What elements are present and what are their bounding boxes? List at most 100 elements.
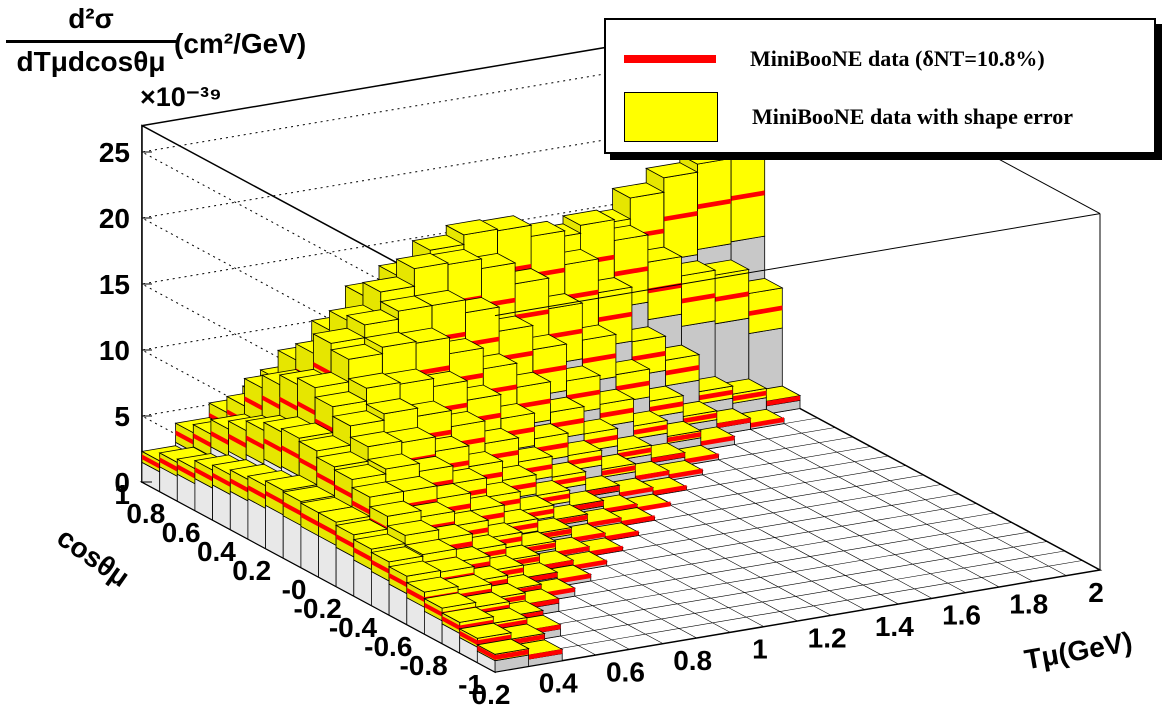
data-value-line — [699, 389, 733, 401]
data-value-line — [614, 266, 648, 277]
data-value-line — [568, 455, 602, 466]
data-value-line — [621, 515, 655, 526]
shape-error-top — [347, 372, 402, 389]
cos-tick-label: 0.6 — [162, 517, 201, 548]
data-value-line — [515, 309, 549, 320]
shape-error-top — [280, 422, 335, 439]
shape-error-top — [361, 276, 416, 293]
floor-gridline — [477, 560, 1083, 663]
data-value-line — [477, 634, 511, 646]
data-value-line — [750, 417, 784, 428]
x-axis-title: Tμ(GeV) — [1022, 626, 1135, 675]
data-value-line-side — [313, 362, 332, 377]
shape-error-top — [363, 331, 418, 348]
shape-error-top — [444, 219, 499, 236]
data-value-line — [584, 434, 618, 446]
x-tick-label: 1.6 — [942, 600, 981, 631]
data-value-line — [548, 328, 583, 339]
y-tick-label: 20 — [99, 203, 130, 234]
data-value-line — [633, 424, 668, 435]
data-value-line — [573, 559, 607, 570]
x-tick-label: 1.4 — [875, 611, 914, 642]
z-axis-title: cosθμ — [52, 521, 136, 593]
x-tick-label: 0.6 — [606, 656, 645, 687]
data-value-line — [731, 190, 765, 201]
data-value-line — [564, 289, 599, 301]
data-value-line-side — [353, 547, 372, 562]
legend: MiniBooNE data (δNT=10.8%) MiniBooNE dat… — [604, 18, 1156, 154]
data-value-line — [683, 412, 717, 424]
data-value-line — [615, 380, 650, 391]
x-tick-label: 1.2 — [808, 622, 847, 653]
data-value-line — [663, 211, 698, 222]
data-value-line — [637, 501, 671, 512]
data-value-line — [649, 401, 684, 412]
cos-tick-label: -0 — [282, 574, 307, 605]
shape-error-top — [349, 431, 403, 448]
y-axis-label-numerator: d²σ — [68, 3, 114, 34]
data-value-line-side — [228, 433, 247, 449]
data-value-line — [697, 198, 731, 210]
shape-error-top — [365, 398, 419, 415]
data-value-line — [766, 395, 800, 406]
data-value-line — [619, 486, 653, 498]
shape-error-top — [281, 485, 336, 502]
shape-error-top — [561, 209, 616, 226]
data-value-line — [534, 442, 568, 453]
data-value-line-side — [244, 396, 263, 411]
data-value-line-side — [279, 396, 298, 411]
data-value-line — [600, 407, 634, 419]
y-tick-label: 10 — [99, 335, 130, 366]
shape-error-top — [423, 592, 477, 609]
data-value-line — [555, 546, 590, 557]
data-value-line-side — [175, 430, 194, 445]
cos-tick-label: -0.6 — [364, 631, 412, 662]
shape-error-top — [366, 453, 421, 470]
data-value-line-side — [193, 433, 211, 448]
data-value-line — [667, 432, 701, 443]
data-value-line-side — [265, 490, 284, 505]
shape-error-top — [331, 410, 386, 427]
shape-error-top — [476, 638, 530, 655]
data-value-line-side — [336, 534, 354, 549]
shape-error-top — [368, 500, 423, 517]
data-value-line-side — [247, 485, 266, 500]
x-tick-label: 0.4 — [539, 668, 578, 699]
data-value-line — [589, 545, 623, 557]
cos-tick-label: -0.4 — [329, 612, 378, 643]
cos-tick-label: 0.4 — [197, 536, 236, 567]
shape-error-top — [334, 519, 389, 536]
data-value-line — [528, 649, 563, 660]
data-value-line — [603, 503, 637, 514]
data-value-line-side — [281, 445, 300, 460]
shape-error-top — [405, 576, 460, 593]
shape-error-top — [387, 560, 442, 577]
data-value-line — [665, 365, 700, 376]
x-tick-label: 2 — [1088, 577, 1104, 608]
data-value-line-side — [424, 602, 443, 617]
data-value-line-side — [210, 430, 229, 446]
shape-error-top — [297, 435, 352, 452]
x-tick-label: 1.8 — [1009, 588, 1048, 619]
legend-label-data: MiniBooNE data (δNT=10.8%) — [750, 46, 1045, 71]
legend-line-swatch — [624, 55, 716, 63]
x-tick-label: 1 — [752, 634, 768, 665]
data-value-line-side — [352, 500, 370, 515]
data-value-line-side — [262, 395, 280, 410]
data-value-line — [617, 447, 652, 458]
data-value-line — [598, 311, 632, 323]
data-value-line — [566, 389, 600, 400]
shape-error-top — [317, 506, 372, 523]
cos-tick-label: 0.8 — [126, 498, 165, 529]
x-tick-label: 0.8 — [673, 645, 712, 676]
data-value-line — [732, 390, 767, 402]
data-value-line — [516, 398, 551, 409]
data-value-line-side — [177, 464, 195, 479]
data-value-line-side — [297, 401, 316, 416]
y-axis-units: (cm²/GeV) — [174, 28, 307, 59]
x-tick-label: 0.2 — [472, 679, 511, 710]
data-value-line — [557, 573, 591, 584]
shape-error-top — [350, 481, 405, 498]
data-value-line — [601, 465, 636, 476]
data-value-line — [511, 634, 545, 645]
